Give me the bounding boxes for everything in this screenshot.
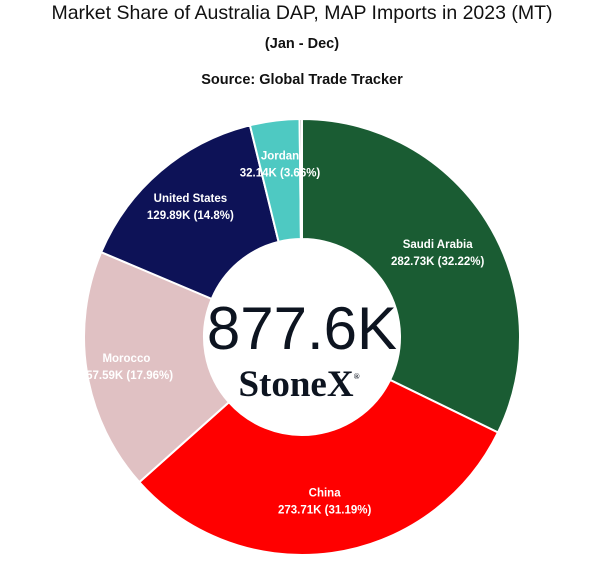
slice-label-name: Morocco <box>102 353 150 365</box>
slice-other[interactable] <box>298 117 303 241</box>
slice-saudi-arabia[interactable] <box>301 117 521 434</box>
stonex-logo-mark: ® <box>354 372 360 381</box>
slice-label-name: Saudi Arabia <box>403 239 473 251</box>
stonex-logo: StoneX® <box>238 364 359 405</box>
slice-label-value: 282.73K (32.22%) <box>391 256 485 268</box>
slice-label-value: 273.71K (31.19%) <box>278 504 372 516</box>
donut-slices <box>83 117 521 556</box>
slice-label-name: China <box>309 487 342 499</box>
slice-label-name: United States <box>154 193 228 205</box>
center-total-value: 877.6K <box>207 295 397 362</box>
slice-united-states[interactable] <box>99 124 280 301</box>
slice-labels: Saudi Arabia 282.73K (32.22%) China 273.71K… <box>80 150 485 516</box>
slice-label-saudi-arabia: Saudi Arabia 282.73K (32.22%) <box>391 239 485 268</box>
slice-label-jordan: Jordan 32.14K (3.66%) <box>240 150 321 179</box>
slice-label-name: Jordan <box>261 150 299 162</box>
chart-source: Source: Global Trade Tracker <box>201 72 403 88</box>
slice-morocco[interactable] <box>83 250 231 484</box>
slice-label-value: 32.14K (3.66%) <box>240 167 321 179</box>
chart-subtitle: (Jan - Dec) <box>264 36 340 52</box>
slice-china[interactable] <box>137 378 500 556</box>
slice-label-china: China 273.71K (31.19%) <box>278 487 372 516</box>
stonex-logo-text: StoneX <box>238 364 353 405</box>
chart-title: Market Share of Australia DAP, MAP Impor… <box>51 2 553 24</box>
slice-label-value: 157.59K (17.96%) <box>80 370 174 382</box>
slice-label-value: 129.89K (14.8%) <box>147 210 234 222</box>
slice-label-morocco: Morocco 157.59K (17.96%) <box>80 353 174 382</box>
slice-label-united-states: United States 129.89K (14.8%) <box>147 193 234 222</box>
